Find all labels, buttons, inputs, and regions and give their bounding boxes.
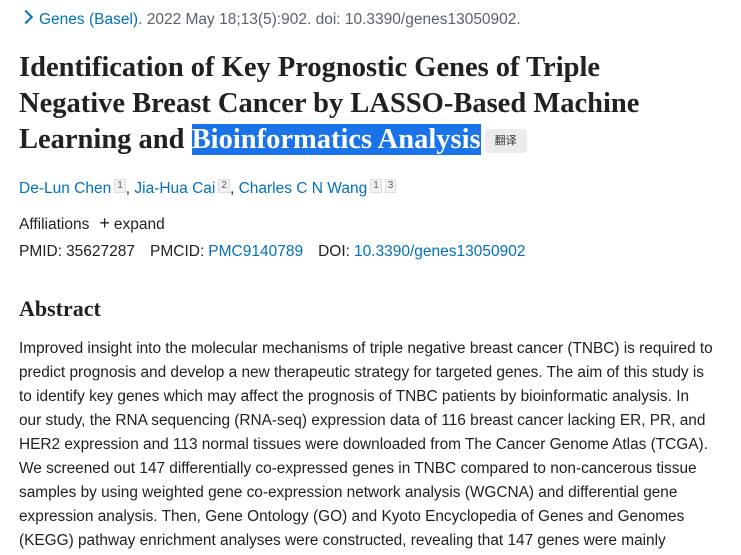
affiliation-number[interactable]: 1 [114, 179, 126, 193]
abstract-line: our study, the RNA sequencing (RNA-seq) … [19, 412, 706, 429]
plus-icon[interactable]: + [99, 213, 110, 233]
title-line: Learning and Bioinformatics Analysis 翻译 [19, 122, 639, 158]
author-separator: , [125, 180, 131, 197]
identifier-value[interactable]: PMC9140789 [208, 243, 304, 260]
identifier-value: 35627287 [66, 243, 136, 260]
expand-toggle[interactable]: expand [113, 216, 165, 233]
author-separator: , [229, 180, 235, 197]
title-text: Identification of Key Prognostic Genes o… [19, 52, 601, 83]
identifier: PMCID: PMC9140789 [150, 243, 303, 260]
affiliation-number[interactable]: 1 [370, 179, 382, 193]
affiliations: Affiliations + expand [19, 213, 165, 234]
abstract-line: expression analysis. Then, Gene Ontology… [19, 508, 685, 525]
title-highlight: Bioinformatics Analysis [191, 124, 481, 155]
abstract-line: predict prognosis and develop a new ther… [19, 364, 704, 381]
identifier: PMID: 35627287 [19, 243, 135, 260]
identifiers: PMID: 35627287 PMCID: PMC9140789 DOI: 10.3390… [19, 243, 540, 261]
abstract-heading: Abstract [19, 296, 101, 321]
identifier-label: PMCID: [150, 243, 205, 260]
affiliation-number[interactable]: 2 [218, 179, 230, 193]
identifier: DOI: 10.3390/genes13050902 [318, 243, 525, 260]
identifier-value[interactable]: 10.3390/genes13050902 [353, 243, 526, 260]
abstract-line: samples by using weighted gene co-expres… [19, 484, 678, 501]
abstract-line: Improved insight into the molecular mech… [19, 340, 713, 357]
identifier-label: DOI: [318, 243, 350, 260]
author-link[interactable]: De-Lun Chen [19, 180, 112, 197]
abstract-line: (KEGG) pathway enrichment analyses were … [19, 532, 666, 549]
author-link[interactable]: Charles C N Wang [238, 180, 368, 197]
title-text: Negative Breast Cancer by LASSO-Based Ma… [19, 88, 640, 119]
abstract-line: We screened out 147 differentially co-ex… [19, 460, 697, 477]
title-line: Negative Breast Cancer by LASSO-Based Ma… [19, 86, 639, 122]
authors: De-Lun Chen 1, Jia-Hua Cai 2, Charles C N … [19, 179, 397, 198]
abstract-line: HER2 expression and 113 normal tissues w… [19, 436, 708, 453]
article-title: Identification of Key Prognostic Genes o… [19, 50, 639, 158]
abstract-line: to identify key genes which may affect t… [19, 388, 690, 405]
chevron-icon [18, 9, 34, 25]
citation: Genes (Basel). 2022 May 18;13(5):902. do… [18, 9, 521, 29]
abstract-text: Improved insight into the molecular mech… [19, 337, 713, 553]
affiliations-label: Affiliations [19, 216, 90, 233]
affiliation-number[interactable]: 3 [384, 179, 397, 193]
citation-details: 2022 May 18;13(5):902. doi: 10.3390/gene… [146, 11, 521, 28]
identifier-label: PMID: [19, 243, 63, 260]
journal-link[interactable]: Genes (Basel). [39, 11, 143, 28]
title-line: Identification of Key Prognostic Genes o… [19, 50, 639, 86]
translate-button[interactable]: 翻译 [484, 129, 527, 154]
author-link[interactable]: Jia-Hua Cai [134, 180, 216, 197]
title-text: Learning and [19, 124, 185, 155]
